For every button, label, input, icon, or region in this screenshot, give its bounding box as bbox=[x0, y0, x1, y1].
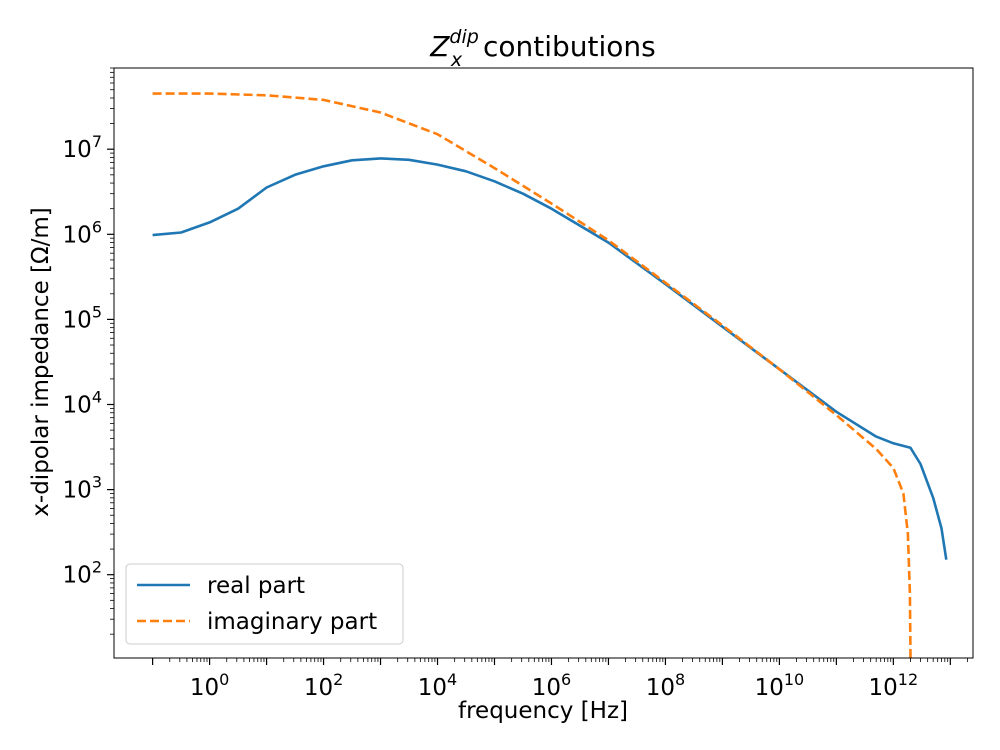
y-tick-label: 105 bbox=[63, 302, 102, 333]
y-tick-label: 102 bbox=[63, 558, 102, 589]
plot-area: 100 102 104 106 108 1010 1012 1021031041051061… bbox=[63, 67, 974, 701]
x-tick-label: 1010 bbox=[755, 670, 805, 701]
x-tick-label: 102 bbox=[304, 670, 343, 701]
y-tick-label: 106 bbox=[63, 217, 102, 248]
x-tick-label: 1012 bbox=[869, 670, 919, 701]
chart-title: Zdip x contibutions bbox=[429, 26, 656, 71]
legend-label-imaginary: imaginary part bbox=[207, 609, 377, 635]
y-axis-label: x-dipolar impedance [Ω/m] bbox=[28, 207, 54, 516]
x-tick-label: 100 bbox=[190, 670, 229, 701]
plot-frame bbox=[113, 67, 974, 659]
x-axis-label: frequency [Hz] bbox=[458, 698, 628, 724]
series-layer bbox=[152, 92, 948, 658]
x-axis-ticks: 100 102 104 106 108 1010 1012 bbox=[152, 658, 968, 701]
legend-frame bbox=[125, 563, 404, 645]
y-tick-label: 104 bbox=[63, 388, 102, 419]
x-tick-label: 106 bbox=[532, 670, 571, 701]
y-axis-ticks: 102 103 104 105 106 107 bbox=[63, 67, 114, 635]
legend-label-real: real part bbox=[207, 573, 305, 599]
series-line-real-part bbox=[152, 157, 948, 560]
y-tick-label: 103 bbox=[63, 473, 102, 504]
y-tick-label: 107 bbox=[63, 132, 102, 163]
legend: real part imaginary part bbox=[125, 563, 404, 645]
series-line-imaginary-part bbox=[152, 92, 912, 658]
x-tick-label: 104 bbox=[418, 670, 457, 701]
x-tick-label: 108 bbox=[646, 670, 685, 701]
